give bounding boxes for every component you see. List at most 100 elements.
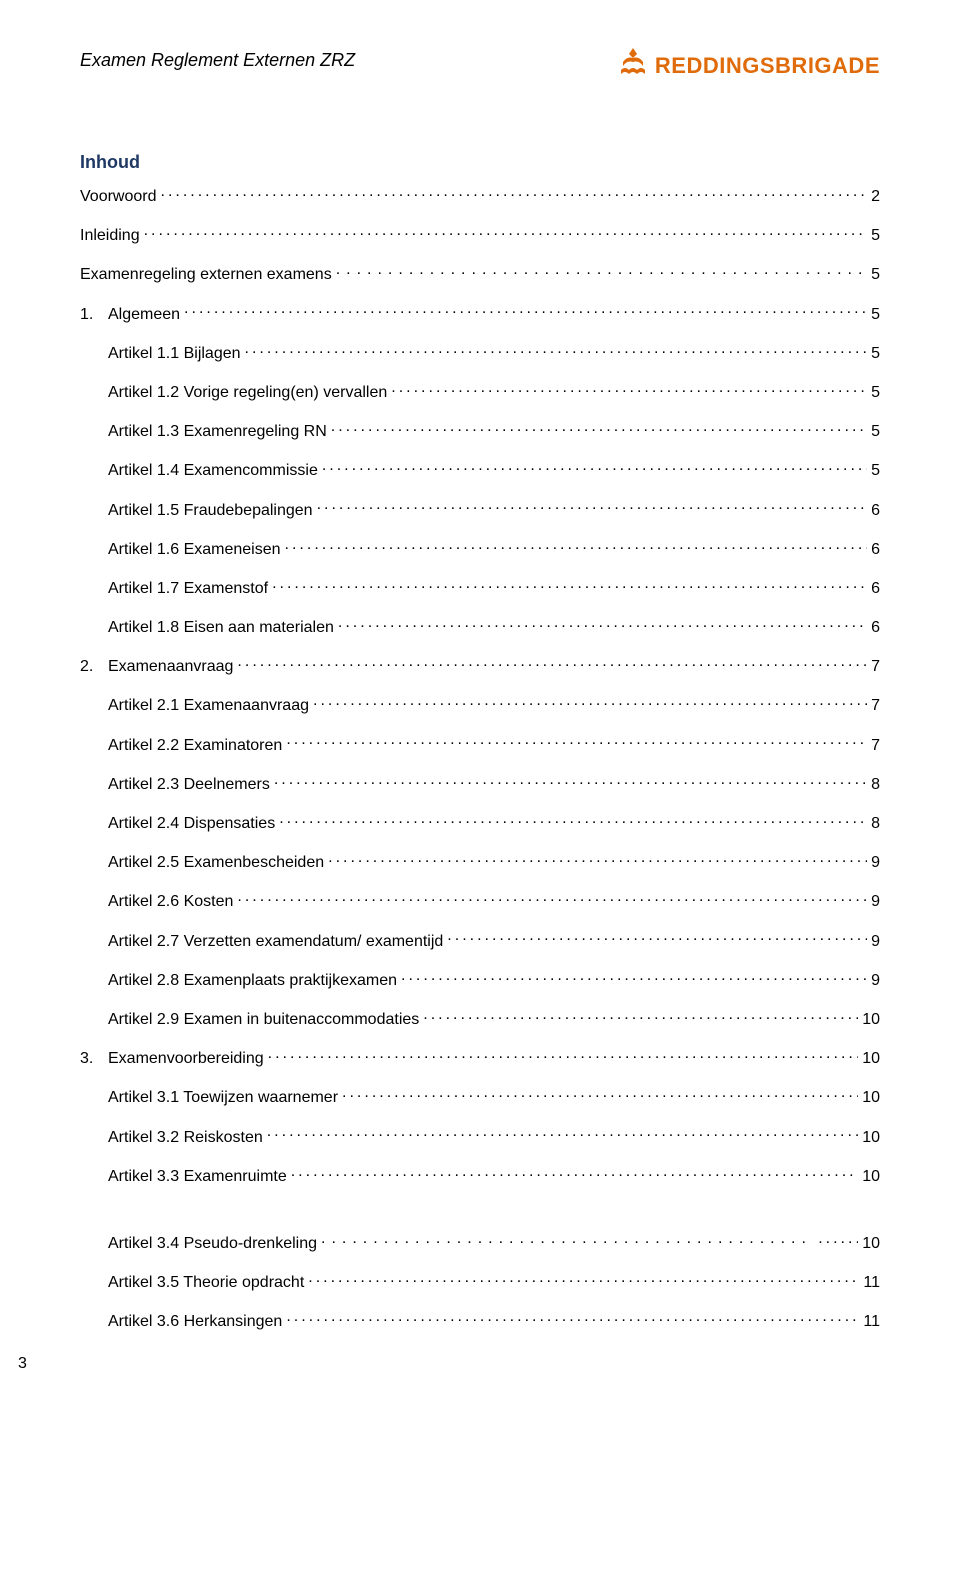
toc-leader-dots	[317, 499, 868, 515]
toc-entry-label: Artikel 2.3 Deelnemers	[108, 775, 270, 794]
toc-entry-page: 6	[871, 579, 880, 598]
toc-entry[interactable]: Artikel 2.2 Examinatoren 7	[80, 734, 880, 755]
toc-entry-page: 9	[871, 932, 880, 951]
toc-entry[interactable]: Artikel 3.2 Reiskosten10	[80, 1126, 880, 1147]
toc-entry[interactable]: Artikel 1.3 Examenregeling RN 5	[80, 420, 880, 441]
toc-entry[interactable]: Artikel 1.4 Examencommissie5	[80, 459, 880, 480]
toc-entry-label: Artikel 1.7 Examenstof	[108, 579, 268, 598]
toc-entry-label: Artikel 2.8 Examenplaats praktijkexamen	[108, 971, 397, 990]
toc-entry-page: 5	[871, 226, 880, 245]
toc-entry-label: Artikel 2.6 Kosten	[108, 892, 233, 911]
toc-entry[interactable]: Artikel 1.6 Exameneisen 6	[80, 538, 880, 559]
toc-gap	[80, 1204, 880, 1232]
toc-entry[interactable]: Artikel 1.2 Vorige regeling(en) vervalle…	[80, 381, 880, 402]
toc-entry-page: 11	[863, 1312, 880, 1331]
toc-leader-dots	[423, 1008, 858, 1024]
table-of-contents: Voorwoord2 Inleiding 5 Examenregeling exter…	[80, 185, 880, 1331]
toc-entry[interactable]: 2.Examenaanvraag 7	[80, 655, 880, 676]
toc-entry-label: Artikel 1.4 Examencommissie	[108, 461, 318, 480]
toc-entry-label: Artikel 1.2 Vorige regeling(en) vervalle…	[108, 383, 387, 402]
toc-entry[interactable]: Inleiding 5	[80, 224, 880, 245]
toc-entry-label: Artikel 1.8 Eisen aan materialen	[108, 618, 334, 637]
toc-entry-page: 6	[871, 501, 880, 520]
toc-entry-label: Artikel 3.6 Herkansingen	[108, 1312, 282, 1331]
toc-entry[interactable]: 1.Algemeen5	[80, 303, 880, 324]
toc-entry-label: Inleiding	[80, 226, 140, 245]
page-header: Examen Reglement Externen ZRZ REDDINGSBR…	[80, 50, 880, 82]
toc-entry[interactable]: Artikel 2.9 Examen in buitenaccommodatie…	[80, 1008, 880, 1029]
page: Examen Reglement Externen ZRZ REDDINGSBR…	[0, 0, 960, 1399]
toc-entry-page: 5	[871, 383, 880, 402]
toc-leader-dots	[279, 812, 867, 828]
toc-entry[interactable]: Artikel 2.7 Verzetten examendatum/ exame…	[80, 930, 880, 951]
logo-icon	[617, 46, 649, 78]
toc-entry-label: Artikel 3.5 Theorie opdracht	[108, 1273, 304, 1292]
toc-leader-dots	[286, 1310, 859, 1326]
toc-entry-page: 10	[862, 1128, 880, 1147]
toc-entry[interactable]: Artikel 1.1 Bijlagen5	[80, 342, 880, 363]
toc-leader-dots	[342, 1086, 858, 1102]
toc-entry-page: 8	[871, 775, 880, 794]
toc-entry-page: 7	[871, 657, 880, 676]
toc-entry[interactable]: Artikel 3.1 Toewijzen waarnemer 10	[80, 1086, 880, 1107]
toc-entry[interactable]: Artikel 2.8 Examenplaats praktijkexamen9	[80, 969, 880, 990]
toc-entry-page: 5	[871, 305, 880, 324]
toc-entry[interactable]: Artikel 3.6 Herkansingen 11	[80, 1310, 880, 1331]
toc-entry-page: 6	[871, 540, 880, 559]
toc-leader-dots	[328, 851, 867, 867]
toc-entry-label: Artikel 2.1 Examenaanvraag	[108, 696, 309, 715]
toc-leader-dots	[336, 263, 867, 279]
toc-entry[interactable]: Artikel 3.5 Theorie opdracht11	[80, 1271, 880, 1292]
toc-entry-label: Artikel 1.1 Bijlagen	[108, 344, 241, 363]
toc-entry-label: Artikel 3.4 Pseudo-drenkeling	[108, 1234, 317, 1253]
toc-leader-dots	[321, 1232, 810, 1248]
toc-leader-dots	[245, 342, 868, 358]
toc-leader-dots	[313, 694, 867, 710]
toc-entry[interactable]: Artikel 3.4 Pseudo-drenkeling 10	[80, 1232, 880, 1253]
toc-entry-page: 10	[862, 1088, 880, 1107]
toc-entry-page: 10	[862, 1234, 880, 1253]
toc-entry-page: 8	[871, 814, 880, 833]
toc-entry[interactable]: Artikel 2.6 Kosten 9	[80, 890, 880, 911]
toc-entry-page: 9	[871, 853, 880, 872]
toc-leader-dots	[274, 773, 867, 789]
toc-entry-label: Artikel 3.1 Toewijzen waarnemer	[108, 1088, 338, 1107]
toc-entry-label: Artikel 2.2 Examinatoren	[108, 736, 282, 755]
toc-entry-label: Artikel 2.4 Dispensaties	[108, 814, 275, 833]
toc-entry[interactable]: 3.Examenvoorbereiding10	[80, 1047, 880, 1068]
toc-entry[interactable]: Voorwoord2	[80, 185, 880, 206]
toc-entry-page: 10	[862, 1010, 880, 1029]
toc-entry[interactable]: Examenregeling externen examens5	[80, 263, 880, 284]
toc-leader-dots	[286, 734, 867, 750]
logo: REDDINGSBRIGADE	[617, 50, 880, 82]
toc-leader-dots	[818, 1232, 858, 1248]
toc-entry[interactable]: Artikel 2.3 Deelnemers 8	[80, 773, 880, 794]
toc-entry[interactable]: Artikel 1.7 Examenstof 6	[80, 577, 880, 598]
toc-leader-dots	[161, 185, 868, 201]
toc-entry-page: 7	[871, 736, 880, 755]
toc-entry[interactable]: Artikel 2.5 Examenbescheiden9	[80, 851, 880, 872]
toc-entry-page: 9	[871, 892, 880, 911]
toc-entry[interactable]: Artikel 1.5 Fraudebepalingen6	[80, 499, 880, 520]
toc-entry-label: Artikel 1.3 Examenregeling RN	[108, 422, 327, 441]
toc-leader-dots	[331, 420, 867, 436]
toc-section-number: 3.	[80, 1049, 108, 1068]
toc-entry[interactable]: Artikel 3.3 Examenruimte10	[80, 1165, 880, 1186]
toc-entry[interactable]: Artikel 2.1 Examenaanvraag7	[80, 694, 880, 715]
toc-entry-page: 5	[871, 422, 880, 441]
toc-leader-dots	[322, 459, 867, 475]
toc-entry-label: Voorwoord	[80, 187, 157, 206]
toc-leader-dots	[285, 538, 868, 554]
toc-section-number: 2.	[80, 657, 108, 676]
toc-leader-dots	[272, 577, 867, 593]
toc-entry-label: Artikel 2.7 Verzetten examendatum/ exame…	[108, 932, 443, 951]
logo-text: REDDINGSBRIGADE	[655, 53, 880, 79]
page-number: 3	[18, 1355, 27, 1373]
toc-entry-label: Examenaanvraag	[108, 657, 233, 676]
toc-entry-label: Artikel 1.6 Exameneisen	[108, 540, 281, 559]
toc-entry[interactable]: Artikel 1.8 Eisen aan materialen6	[80, 616, 880, 637]
toc-entry[interactable]: Artikel 2.4 Dispensaties 8	[80, 812, 880, 833]
toc-leader-dots	[291, 1165, 858, 1181]
toc-entry-page: 10	[862, 1167, 880, 1186]
toc-section-number: 1.	[80, 305, 108, 324]
